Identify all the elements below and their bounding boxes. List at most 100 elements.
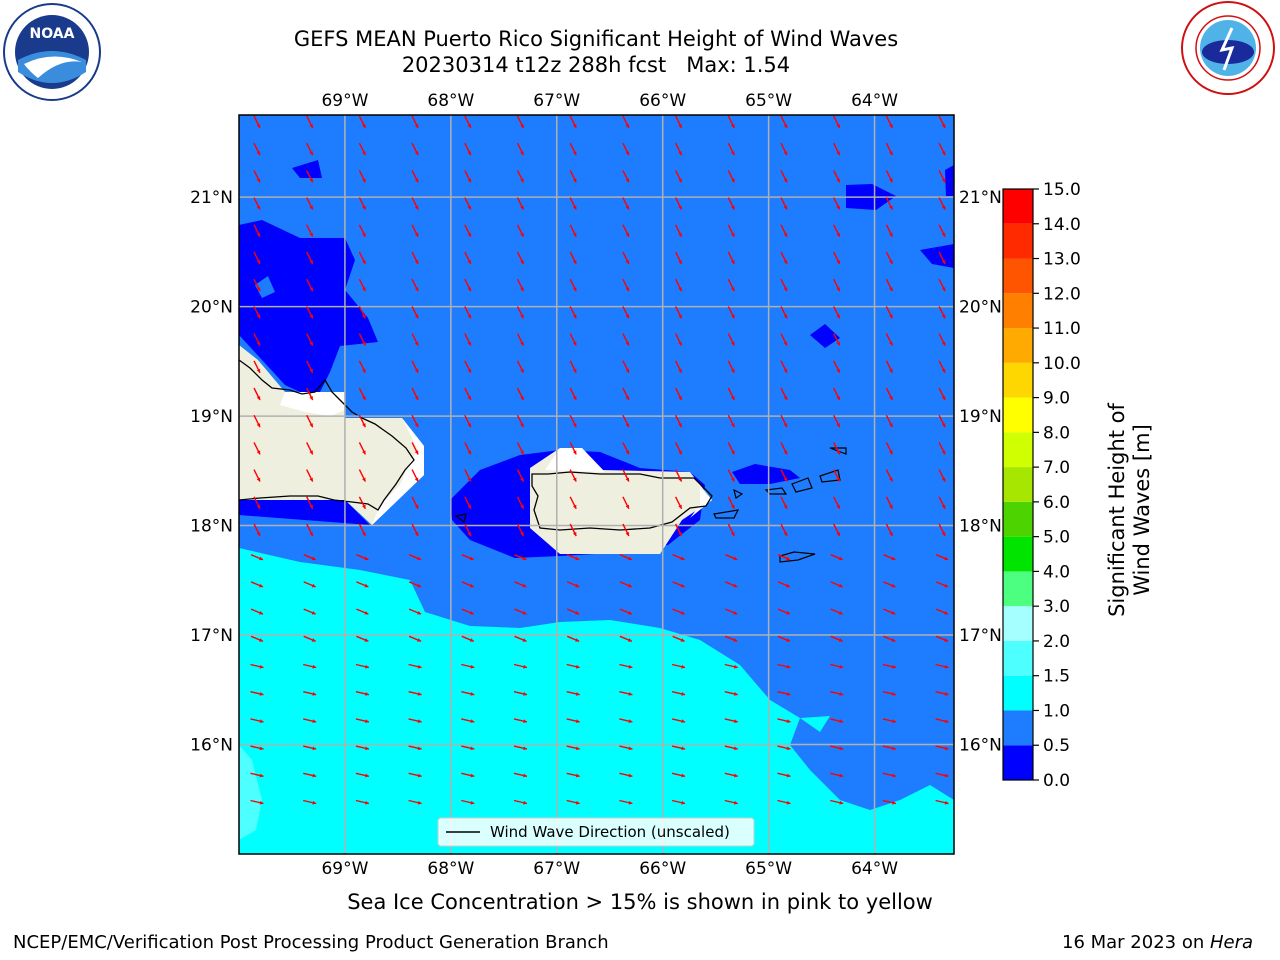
wave-arrow — [830, 772, 844, 778]
lat-tick-label-right: 21°N — [959, 188, 1002, 208]
wave-arrow — [674, 197, 683, 210]
white-mask-puerto-rico — [545, 448, 712, 518]
wave-arrow — [727, 387, 735, 401]
wave-arrow — [306, 142, 314, 156]
wave-arrow — [516, 224, 525, 238]
wave-arrow — [253, 197, 261, 210]
wave-arrow — [358, 224, 367, 238]
wave-arrow — [777, 799, 791, 805]
wave-arrow — [303, 718, 317, 723]
colorbar-tick-label: 5.0 — [1043, 528, 1070, 548]
wave-arrow — [306, 251, 314, 265]
wave-arrow — [306, 496, 314, 510]
title-line-2: 20230314 t12z 288h fcst Max: 1.54 — [401, 53, 791, 77]
wave-arrow — [727, 469, 735, 482]
wave-arrow — [830, 635, 843, 642]
colorbar-tick-label: 3.0 — [1043, 597, 1070, 617]
wave-arrow — [938, 278, 946, 292]
wave-arrow — [566, 581, 580, 588]
wave-arrow — [935, 635, 949, 642]
wave-arrow — [464, 170, 472, 183]
wave-arrow — [355, 663, 370, 669]
wave-arrow — [833, 333, 841, 346]
nws-logo — [1181, 1, 1275, 95]
wave-arrow — [725, 581, 738, 588]
wave-arrow — [938, 360, 946, 374]
wave-arrow — [250, 663, 264, 669]
wave-arrow — [777, 635, 791, 642]
wave-arrow — [516, 333, 525, 346]
wave-arrow — [833, 278, 841, 292]
ocean-0.0-0.5-n3 — [945, 165, 954, 196]
legend-label: Wind Wave Direction (unscaled) — [490, 823, 730, 841]
wave-arrow — [303, 691, 317, 696]
wave-arrow — [619, 718, 633, 723]
wave-arrow — [569, 224, 577, 238]
wave-arrow — [253, 115, 261, 129]
wave-arrow — [566, 608, 580, 615]
title-line-1: GEFS MEAN Puerto Rico Significant Height… — [293, 27, 899, 51]
wave-arrow — [464, 496, 472, 510]
wave-arrow — [516, 496, 525, 510]
wave-arrow — [833, 387, 841, 401]
wave-arrow — [674, 469, 683, 482]
wave-arrow — [514, 608, 527, 615]
wave-arrow — [569, 142, 577, 156]
lat-tick-label-right: 18°N — [959, 517, 1002, 537]
wave-arrow — [566, 772, 580, 778]
wave-arrow — [464, 333, 472, 346]
footer-date-text: 16 Mar 2023 on — [1062, 932, 1210, 953]
wave-arrow — [674, 170, 683, 183]
wave-arrow — [358, 170, 367, 183]
wave-arrow — [514, 635, 527, 642]
wave-arrow — [885, 170, 894, 183]
wave-arrow — [885, 442, 894, 455]
wave-arrow — [411, 251, 419, 265]
wave-arrow — [464, 278, 472, 292]
colorbar-tick-label: 4.0 — [1043, 562, 1070, 582]
wave-arrow — [619, 663, 633, 669]
wave-arrow — [355, 745, 370, 751]
colorbar-segment — [1003, 710, 1033, 746]
wave-arrow — [569, 333, 577, 346]
wave-arrow — [671, 745, 686, 751]
wave-arrow — [885, 523, 894, 537]
wave-arrow — [513, 799, 528, 805]
wave-arrow — [306, 170, 314, 183]
wave-arrow — [250, 691, 264, 696]
wave-arrow — [833, 442, 841, 455]
wave-arrow — [516, 442, 525, 455]
lat-tick-label-left: 17°N — [190, 626, 233, 646]
wave-arrow — [935, 608, 949, 615]
white-mask-hispaniola — [280, 392, 424, 525]
wave-arrow — [513, 718, 528, 723]
wave-arrow — [411, 115, 419, 129]
wave-arrow — [780, 360, 788, 374]
wave-arrow — [461, 608, 475, 615]
wave-arrow — [780, 115, 788, 129]
wave-arrow — [253, 442, 261, 455]
wave-arrow — [250, 554, 264, 561]
wave-arrow — [464, 197, 472, 210]
wave-arrow — [672, 581, 685, 588]
wave-arrow — [411, 496, 419, 510]
colorbar-segment — [1003, 467, 1033, 502]
wave-arrow — [303, 663, 317, 669]
wave-arrow — [303, 554, 316, 561]
wave-arrow — [358, 469, 367, 482]
map-frame — [238, 114, 955, 855]
wave-arrow — [619, 581, 633, 588]
wave-arrow — [253, 333, 261, 346]
wave-arrow — [938, 414, 946, 428]
colorbar-tick-label: 2.0 — [1043, 632, 1070, 652]
colorbar-segment — [1003, 501, 1033, 537]
wave-arrow — [566, 554, 580, 561]
wave-arrow — [464, 442, 472, 455]
wave-arrow — [833, 414, 841, 428]
wave-arrow — [461, 554, 475, 561]
wave-arrow — [727, 278, 735, 292]
wave-arrow — [830, 718, 844, 723]
colorbar-tick-label: 1.5 — [1043, 667, 1070, 687]
lat-tick-label-right: 19°N — [959, 407, 1002, 427]
wave-arrow — [622, 360, 630, 374]
